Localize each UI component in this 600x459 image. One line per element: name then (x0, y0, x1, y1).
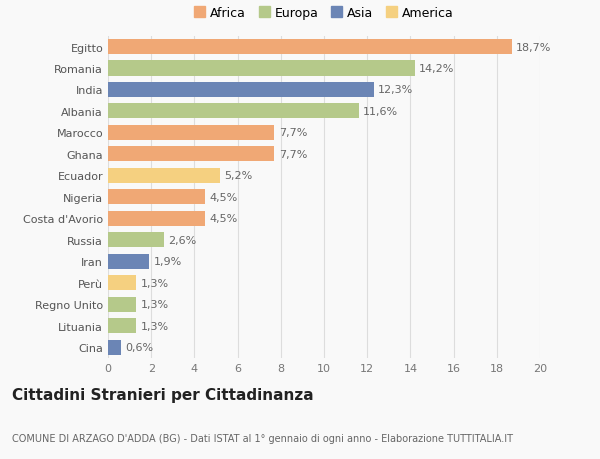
Bar (108, 40, 512, 55)
Text: 1,3%: 1,3% (140, 321, 169, 331)
Text: 1,9%: 1,9% (154, 257, 182, 267)
Bar (108, 104, 359, 119)
Bar (108, 147, 274, 162)
Bar (108, 62, 415, 76)
Bar (108, 126, 274, 140)
Text: 2,6%: 2,6% (169, 235, 197, 245)
Text: COMUNE DI ARZAGO D'ADDA (BG) - Dati ISTAT al 1° gennaio di ogni anno - Elaborazi: COMUNE DI ARZAGO D'ADDA (BG) - Dati ISTA… (12, 433, 513, 442)
Text: 0,6%: 0,6% (125, 342, 154, 353)
Bar (108, 168, 220, 184)
Bar (108, 211, 205, 226)
Bar (108, 275, 136, 291)
Bar (108, 297, 136, 312)
Text: 1,3%: 1,3% (140, 278, 169, 288)
Text: 18,7%: 18,7% (516, 42, 551, 52)
Text: 11,6%: 11,6% (363, 106, 398, 117)
Bar (108, 190, 205, 205)
Text: 5,2%: 5,2% (224, 171, 253, 181)
Text: 14,2%: 14,2% (419, 64, 454, 74)
Text: 7,7%: 7,7% (278, 128, 307, 138)
Text: 12,3%: 12,3% (378, 85, 413, 95)
Text: Cittadini Stranieri per Cittadinanza: Cittadini Stranieri per Cittadinanza (12, 387, 314, 403)
Text: 1,3%: 1,3% (140, 299, 169, 309)
Bar (108, 340, 121, 355)
Bar (108, 233, 164, 248)
Bar (108, 83, 374, 98)
Bar (108, 319, 136, 333)
Text: 4,5%: 4,5% (209, 214, 238, 224)
Legend: Africa, Europa, Asia, America: Africa, Europa, Asia, America (190, 4, 458, 24)
Text: 4,5%: 4,5% (209, 192, 238, 202)
Text: 7,7%: 7,7% (278, 150, 307, 160)
Bar (108, 254, 149, 269)
